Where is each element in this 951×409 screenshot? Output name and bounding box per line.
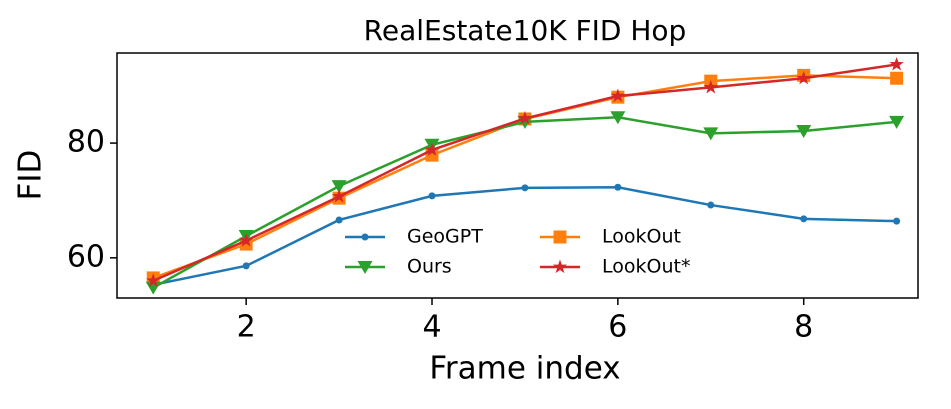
- x-axis-label: Frame index: [429, 351, 620, 387]
- marker: [331, 180, 347, 194]
- x-tick-label: 2: [237, 310, 256, 345]
- marker: [610, 111, 626, 125]
- series-line: [152, 63, 897, 282]
- marker: [424, 142, 440, 157]
- marker: [242, 262, 250, 270]
- marker: [517, 110, 533, 125]
- plot-frame: [116, 52, 919, 299]
- series-line: [152, 116, 897, 289]
- marker: [796, 125, 812, 139]
- legend-label: LookOut*: [602, 256, 690, 278]
- marker: [800, 215, 808, 223]
- marker: [610, 88, 625, 103]
- y-tick-label: 80: [67, 125, 105, 160]
- legend-label: Ours: [407, 256, 452, 278]
- chart-title: RealEstate10K FID Hop: [364, 14, 687, 47]
- marker: [893, 217, 901, 225]
- series-line: [152, 74, 897, 280]
- marker: [889, 115, 905, 129]
- y-tick-label: 60: [67, 239, 105, 274]
- marker: [521, 184, 529, 192]
- marker: [890, 71, 904, 85]
- x-tick-label: 6: [608, 310, 627, 345]
- marker: [703, 79, 718, 94]
- marker: [707, 201, 715, 209]
- marker: [889, 56, 904, 71]
- legend-label: LookOut: [602, 226, 681, 248]
- marker: [703, 127, 719, 141]
- x-tick-label: 8: [794, 310, 813, 345]
- marker: [552, 259, 568, 274]
- marker: [361, 233, 369, 241]
- marker: [428, 192, 436, 200]
- marker: [357, 261, 373, 274]
- x-tick-label: 4: [422, 310, 441, 345]
- marker: [796, 70, 811, 85]
- marker: [335, 216, 343, 224]
- marker: [239, 233, 254, 247]
- marker: [146, 273, 161, 287]
- legend: GeoGPT LookOut Ours LookOut*: [345, 226, 690, 278]
- marker: [614, 183, 622, 191]
- legend-label: GeoGPT: [407, 226, 483, 248]
- y-axis-label: FID: [13, 150, 49, 201]
- marker: [553, 230, 567, 244]
- marker: [331, 188, 347, 203]
